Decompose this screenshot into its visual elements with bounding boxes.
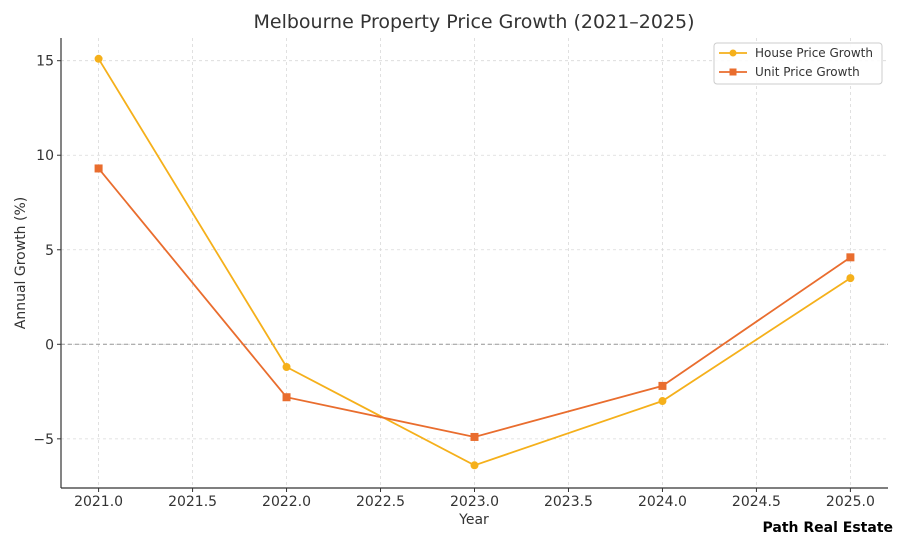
data-point <box>658 381 667 390</box>
data-point <box>470 432 479 441</box>
legend-label: House Price Growth <box>755 46 873 60</box>
x-tick-label: 2025.0 <box>826 494 875 510</box>
x-tick-label: 2022.0 <box>262 494 311 510</box>
x-tick-label: 2021.0 <box>74 494 123 510</box>
x-tick-label: 2022.5 <box>356 494 405 510</box>
data-point <box>94 164 103 173</box>
x-tick-label: 2024.5 <box>732 494 781 510</box>
x-axis-label: Year <box>458 512 489 528</box>
x-tick-label: 2023.5 <box>544 494 593 510</box>
x-tick-label: 2021.5 <box>168 494 217 510</box>
series-unit <box>94 164 855 441</box>
grid <box>61 38 888 488</box>
x-tick-label: 2023.0 <box>450 494 499 510</box>
y-tick-label: 15 <box>36 54 54 70</box>
legend-box <box>713 42 883 85</box>
chart-title: Melbourne Property Price Growth (2021–20… <box>253 11 694 33</box>
data-point <box>282 362 291 371</box>
legend-item: House Price Growth <box>719 46 873 60</box>
data-point <box>658 397 667 406</box>
legend-label: Unit Price Growth <box>755 65 860 79</box>
series-house <box>94 54 855 470</box>
legend-item: Unit Price Growth <box>719 65 860 79</box>
data-point <box>470 461 479 470</box>
data-point <box>282 393 291 402</box>
watermark-annotation: Path Real Estate <box>763 520 893 536</box>
y-tick-label: −5 <box>33 432 54 448</box>
legend-marker <box>729 49 737 57</box>
x-tick-label: 2024.0 <box>638 494 687 510</box>
data-point <box>94 54 103 63</box>
data-point <box>846 253 855 262</box>
y-tick-label: 5 <box>45 243 54 259</box>
legend: House Price Growth Unit Price Growth <box>713 42 883 85</box>
series-group <box>94 54 855 470</box>
y-tick-label: 10 <box>36 148 54 164</box>
y-axis-label: Annual Growth (%) <box>13 197 29 329</box>
legend-marker <box>729 68 737 76</box>
y-tick-label: 0 <box>45 337 54 353</box>
data-point <box>846 274 855 283</box>
y-axis-ticks: −5 0 5 10 15 <box>33 54 61 448</box>
x-axis-ticks: 2021.0 2021.5 2022.0 2022.5 2023.0 2023.5 2024… <box>74 488 875 510</box>
